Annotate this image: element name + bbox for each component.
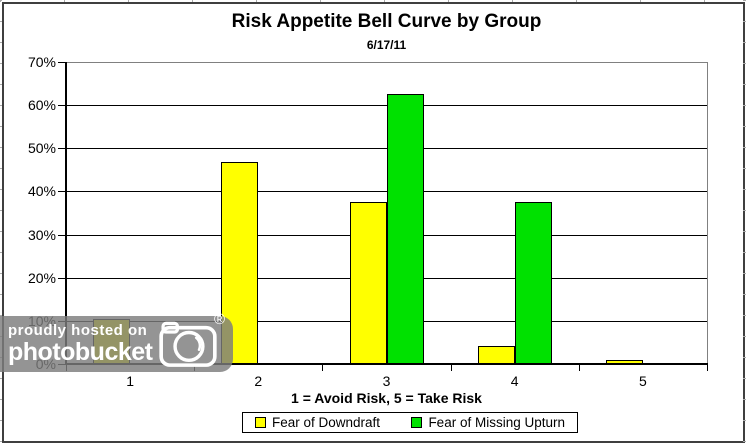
bar-fear-of-missing-upturn-cat-3: [386, 94, 424, 364]
y-tick-30: [58, 234, 66, 236]
y-axis-line: [65, 62, 67, 365]
y-tick-50: [58, 148, 66, 150]
bar-fear-of-downdraft-cat-3: [349, 202, 387, 364]
y-tick-20: [58, 277, 66, 279]
y-axis-label-70: 70%: [27, 54, 56, 70]
x-axis-label-4: 4: [510, 373, 519, 389]
x-tick-5: [707, 365, 708, 371]
legend-item-fear-of-missing-upturn: Fear of Missing Upturn: [411, 415, 565, 430]
x-axis-label-1: 1: [126, 373, 134, 389]
x-axis-label-3: 3: [382, 373, 391, 389]
x-tick-3: [450, 365, 452, 371]
x-tick-2: [322, 365, 324, 371]
x-axis-label-5: 5: [638, 373, 647, 389]
chart-subtitle: 6/17/11: [366, 38, 407, 52]
registered-trademark-icon: ®: [213, 311, 225, 328]
legend-item-fear-of-downdraft: Fear of Downdraft: [255, 415, 380, 430]
y-tick-40: [58, 191, 66, 193]
chart-title: Risk Appetite Bell Curve by Group: [231, 11, 542, 32]
y-axis-label-60: 60%: [27, 97, 56, 114]
y-axis-label-20: 20%: [27, 269, 56, 286]
legend-label: Fear of Downdraft: [272, 415, 381, 430]
y-tick-60: [58, 105, 66, 107]
legend: Fear of Downdraft Fear of Missing Upturn: [242, 412, 578, 433]
watermark-hosted-text: proudly hosted on: [8, 322, 148, 339]
legend-swatch-icon: [255, 417, 266, 428]
bar-fear-of-downdraft-cat-4: [477, 345, 515, 364]
x-axis-title: 1 = Avoid Risk, 5 = Take Risk: [291, 390, 482, 406]
legend-swatch-icon: [411, 417, 423, 428]
x-axis-label-2: 2: [254, 373, 263, 389]
watermark-text: proudly hosted on photobucket: [8, 323, 153, 365]
photobucket-watermark: proudly hosted on photobucket ®: [0, 311, 233, 372]
photobucket-logo-text: photobucket: [8, 338, 153, 366]
y-tick-70: [58, 62, 66, 63]
y-axis-label-30: 30%: [27, 226, 56, 243]
y-axis-label-50: 50%: [27, 140, 56, 157]
y-axis-label-40: 40%: [27, 183, 56, 200]
bar-fear-of-downdraft-cat-5: [605, 359, 643, 364]
legend-label: Fear of Missing Upturn: [428, 415, 565, 430]
camera-icon: [158, 321, 217, 367]
x-tick-4: [578, 365, 580, 371]
bar-fear-of-missing-upturn-cat-4: [514, 202, 552, 364]
x-axis-line: [65, 363, 708, 365]
